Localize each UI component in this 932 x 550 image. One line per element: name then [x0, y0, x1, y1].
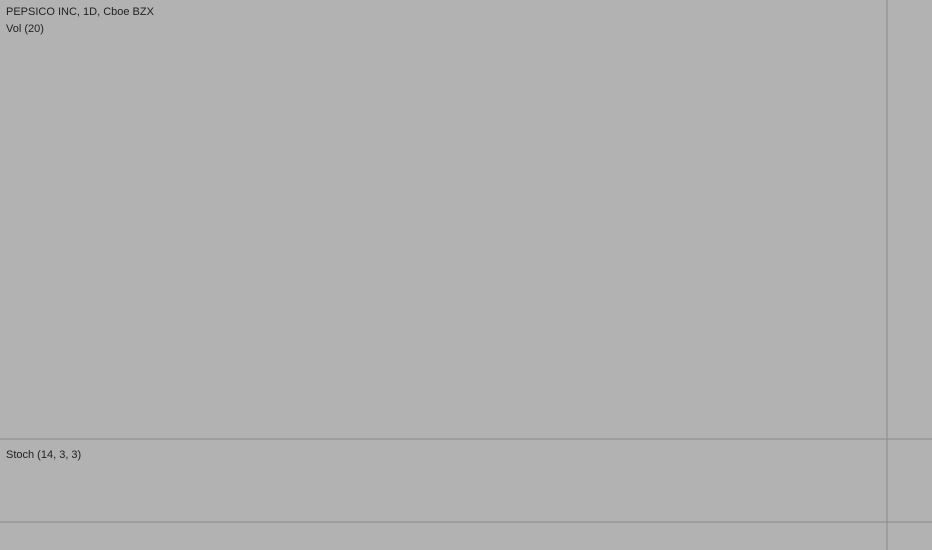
volume-title: Vol (20) [6, 23, 44, 35]
chart-title: PEPSICO INC, 1D, Cboe BZX [6, 6, 155, 18]
stoch-title: Stoch (14, 3, 3) [6, 449, 81, 461]
